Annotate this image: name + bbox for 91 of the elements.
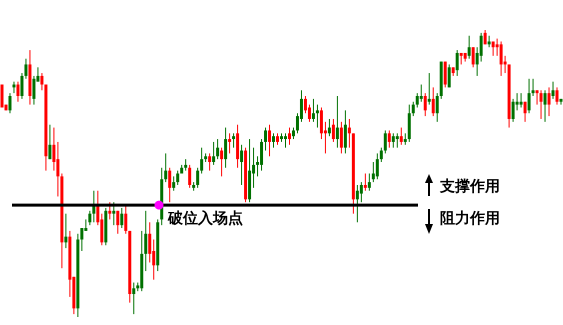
- candlestick: [420, 84, 423, 102]
- candlestick: [388, 130, 391, 148]
- candlestick: [276, 132, 280, 146]
- candlestick: [500, 40, 503, 76]
- annotation: 破位入场点: [167, 209, 243, 227]
- candlestick: [228, 132, 232, 154]
- candlestick: [528, 78, 531, 114]
- candlestick: [184, 158, 188, 172]
- candlestick: [364, 173, 367, 192]
- candlestick: [336, 96, 339, 148]
- candlestick: [172, 176, 176, 192]
- candlestick: [16, 81, 20, 102]
- candlestick: [412, 101, 415, 117]
- candlestick: [468, 35, 471, 60]
- candlestick: [148, 222, 152, 263]
- candlestick: [384, 130, 387, 154]
- candlestick: [552, 81, 555, 100]
- candlestick: [200, 147, 204, 174]
- candlestick: [524, 101, 527, 122]
- candlestick: [208, 152, 212, 172]
- candlestick: [164, 152, 168, 183]
- candlestick: [168, 167, 172, 203]
- annotation: 阻力作用: [440, 209, 500, 227]
- candlestick: [448, 64, 451, 88]
- candlestick: [272, 132, 276, 148]
- candlestick: [424, 92, 427, 117]
- candlestick: [492, 40, 495, 56]
- candlestick: [220, 147, 224, 177]
- candlestick: [432, 86, 435, 117]
- candlestick: [64, 213, 68, 249]
- candlestick: [284, 132, 287, 148]
- candlestick: [216, 138, 220, 160]
- candlestick: [320, 106, 323, 140]
- candlestick: [80, 228, 84, 252]
- candlestick: [24, 58, 28, 80]
- candlestick: [456, 50, 459, 76]
- candlestick: [332, 118, 335, 142]
- candlestick: [240, 144, 244, 186]
- annotation: 支撑作用: [439, 177, 500, 195]
- candlestick: [348, 118, 351, 148]
- candlestick: [472, 46, 475, 68]
- candlestick: [380, 147, 383, 163]
- candlestick: [224, 127, 228, 168]
- candlestick: [416, 92, 419, 108]
- candlestick: [360, 182, 363, 203]
- candlestick: [368, 173, 371, 192]
- candlestick: [400, 127, 403, 146]
- candlestick: [396, 132, 399, 148]
- candlestick: [176, 170, 180, 186]
- candlestick: [260, 138, 264, 172]
- candlestick: [428, 72, 431, 106]
- candlestick: [188, 164, 192, 188]
- candlestick: [556, 86, 559, 106]
- candlestick: [8, 92, 12, 114]
- candlestick: [544, 90, 547, 122]
- candlestick: [376, 152, 379, 180]
- candlestick: [88, 210, 92, 226]
- candlestick: [288, 127, 291, 146]
- candlestick: [444, 61, 447, 88]
- candlestick: [292, 127, 295, 140]
- candlestick: [356, 184, 359, 223]
- candlestick: [48, 124, 52, 160]
- candlestick: [548, 86, 551, 117]
- candlestick: [488, 35, 491, 48]
- candlestick: [484, 30, 487, 45]
- candlestick: [56, 141, 60, 197]
- candlestick: [480, 32, 483, 62]
- candlestick: [512, 98, 515, 122]
- candlestick: [12, 81, 16, 94]
- candlestick: [116, 210, 120, 234]
- candlestick: [540, 90, 543, 120]
- candlestick: [268, 124, 272, 157]
- candlestick: [312, 98, 315, 122]
- candlestick: [436, 92, 439, 122]
- candlestick: [120, 207, 124, 229]
- candlestick: [20, 72, 24, 100]
- candlestick: [328, 118, 331, 137]
- candlestick: [212, 141, 216, 166]
- candlestick: [144, 210, 148, 272]
- candlestick: [392, 132, 395, 148]
- candlestick: [32, 75, 36, 106]
- candlestick: [232, 132, 236, 148]
- candlestick: [124, 204, 128, 234]
- candlestick: [40, 72, 44, 91]
- candlestick: [344, 110, 347, 154]
- candlestick: [196, 167, 200, 188]
- candlestick: [132, 282, 136, 315]
- candlestick: [264, 127, 268, 152]
- candlestick: [340, 121, 343, 154]
- candlestick: [372, 162, 375, 183]
- candlestick: [404, 132, 407, 146]
